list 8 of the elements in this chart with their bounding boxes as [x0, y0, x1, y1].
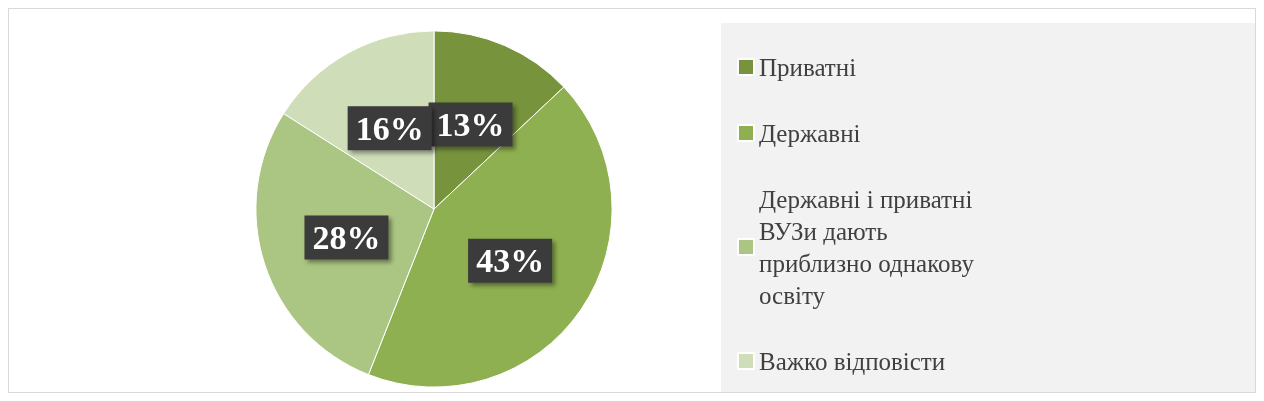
- data-label: 16%: [355, 109, 424, 147]
- data-label: 28%: [312, 218, 381, 256]
- data-label: 13%: [436, 106, 505, 144]
- legend-label: Державні: [759, 119, 861, 147]
- legend-label: Приватні: [759, 53, 857, 81]
- data-label: 43%: [476, 242, 545, 280]
- legend-label: Важко відповісти: [759, 347, 946, 375]
- legend-label: Державні і приватні ВУЗи дають приблизно однакову освіту: [759, 185, 981, 309]
